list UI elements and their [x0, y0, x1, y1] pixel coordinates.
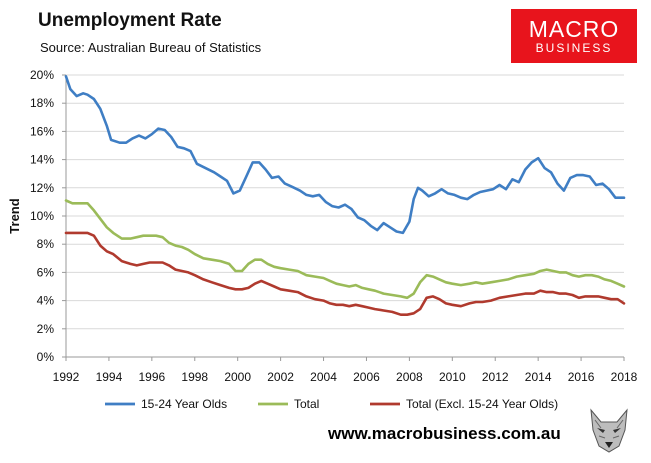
y-tick-label-6: 6% [37, 265, 55, 279]
y-tick-label-18: 18% [30, 96, 54, 110]
x-axis-ticks: 1992 1994 1996 1998 2000 2002 2004 2006 2008 2010… [53, 357, 638, 384]
x-tick-label-2004: 2004 [310, 370, 337, 384]
legend-label-0: 15-24 Year Olds [141, 397, 227, 411]
x-tick-label-1994: 1994 [96, 370, 123, 384]
y-tick-label-14: 14% [30, 153, 54, 167]
website-url[interactable]: www.macrobusiness.com.au [328, 424, 561, 443]
legend-label-1: Total [294, 397, 319, 411]
series-line-1 [64, 199, 626, 300]
macro-business-logo: MACRO BUSINESS [511, 9, 637, 63]
legend-label-2: Total (Excl. 15-24 Year Olds) [406, 397, 558, 411]
x-tick-label-2010: 2010 [439, 370, 466, 384]
x-tick-label-2006: 2006 [353, 370, 380, 384]
x-tick-label-2014: 2014 [525, 370, 552, 384]
y-tick-label-20: 20% [30, 68, 54, 82]
y-tick-label-4: 4% [37, 294, 55, 308]
series-line-2 [64, 231, 626, 317]
y-tick-label-0: 0% [37, 350, 55, 364]
x-tick-label-1996: 1996 [138, 370, 165, 384]
chart-title: Unemployment Rate [38, 10, 222, 31]
x-tick-label-2000: 2000 [224, 370, 251, 384]
x-tick-label-2012: 2012 [482, 370, 509, 384]
y-axis-label: Trend [7, 198, 22, 233]
x-tick-label-1992: 1992 [53, 370, 80, 384]
x-tick-label-2018: 2018 [611, 370, 638, 384]
x-tick-label-2002: 2002 [267, 370, 294, 384]
x-tick-label-2016: 2016 [568, 370, 595, 384]
chart-source: Source: Australian Bureau of Statistics [40, 40, 262, 55]
y-tick-label-10: 10% [30, 209, 54, 223]
y-axis-ticks: 0% 2% 4% 6% 8% 10% 12% 14% 16% 18% 20% [30, 68, 66, 364]
series-line-0 [64, 75, 626, 235]
logo-line-2: BUSINESS [535, 41, 613, 55]
y-tick-label-12: 12% [30, 181, 54, 195]
y-tick-label-16: 16% [30, 124, 54, 138]
wolf-logo-icon [590, 408, 628, 453]
y-tick-label-8: 8% [37, 237, 55, 251]
x-tick-label-2008: 2008 [396, 370, 423, 384]
y-tick-label-2: 2% [37, 322, 55, 336]
legend: 15-24 Year Olds Total Total (Excl. 15-24 Y… [105, 397, 558, 411]
gridlines [66, 74, 624, 358]
series-lines [64, 75, 626, 317]
logo-line-1: MACRO [528, 16, 620, 42]
x-tick-label-1998: 1998 [181, 370, 208, 384]
